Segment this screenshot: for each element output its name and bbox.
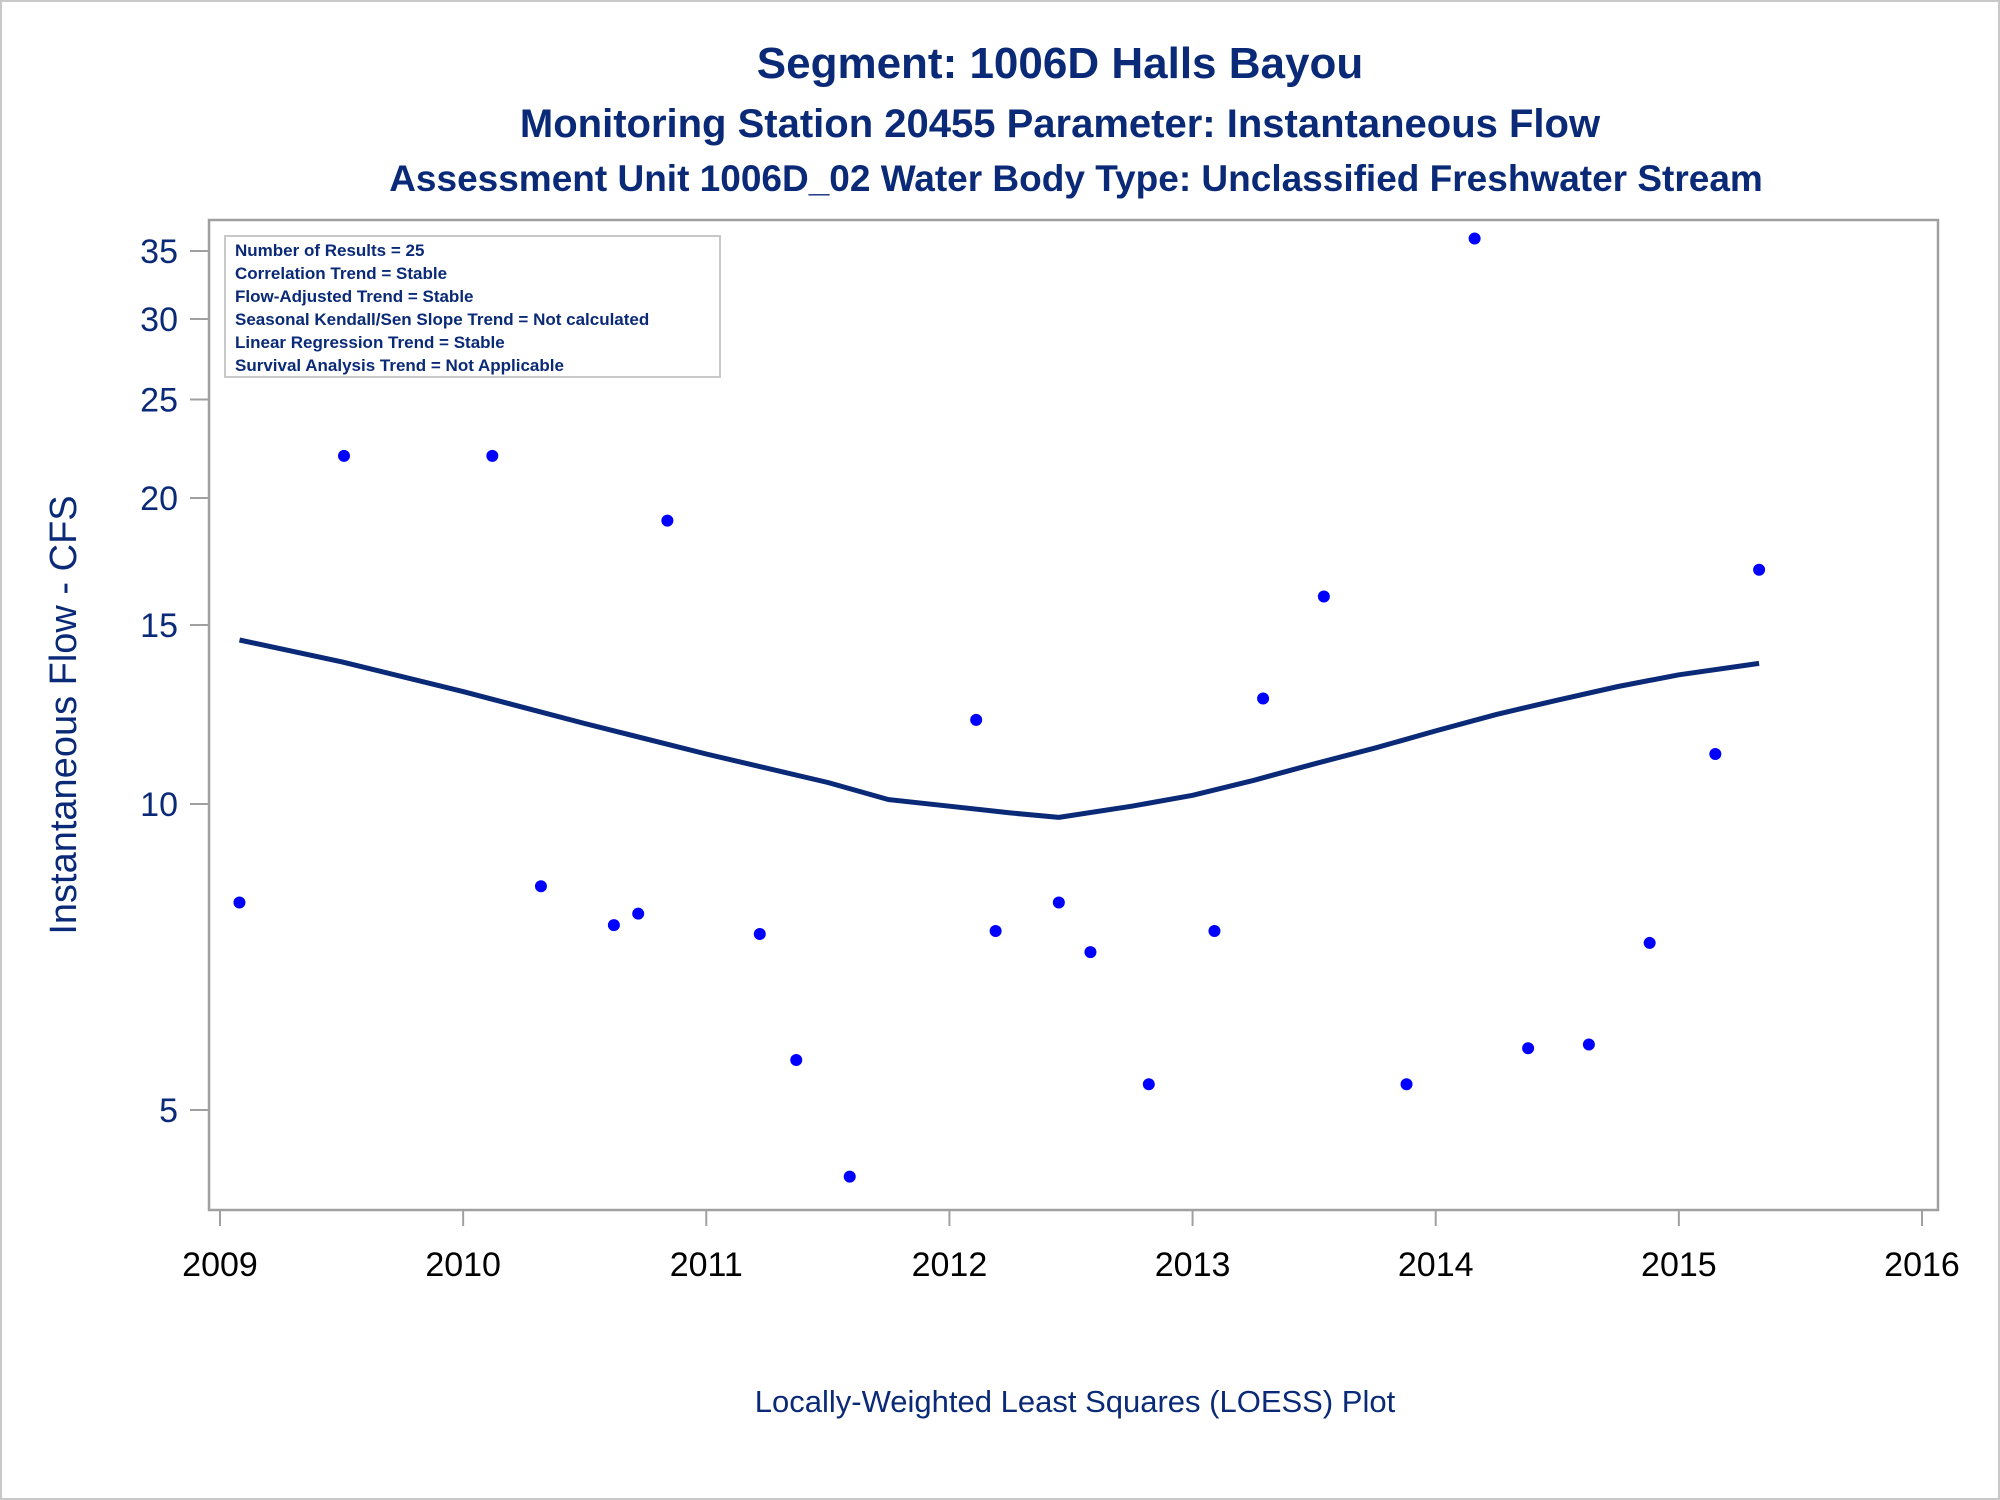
- stat-survival-analysis-trend: Survival Analysis Trend = Not Applicable: [235, 356, 564, 375]
- data-point: [1753, 563, 1766, 576]
- x-tick-label: 2009: [182, 1246, 258, 1284]
- data-point: [338, 449, 351, 462]
- data-point: [1582, 1038, 1595, 1051]
- y-tick-label: 15: [140, 607, 178, 645]
- y-tick-label: 25: [140, 381, 178, 419]
- data-point: [607, 919, 620, 932]
- data-point: [1709, 747, 1722, 760]
- data-point: [486, 449, 499, 462]
- data-point: [661, 514, 674, 527]
- y-axis-label: Instantaneous Flow - CFS: [43, 495, 85, 934]
- x-tick-label: 2013: [1155, 1246, 1231, 1284]
- y-tick-label: 20: [140, 480, 178, 518]
- points-layer: [233, 232, 1766, 1183]
- y-tick-label: 10: [140, 786, 178, 824]
- x-tick-label: 2016: [1884, 1246, 1960, 1284]
- data-point: [1400, 1078, 1413, 1091]
- x-axis: 2009 2010 2011 2012 2013 2014 2015 2016: [182, 1210, 1960, 1284]
- chart-title: Segment: 1006D Halls Bayou: [757, 39, 1363, 88]
- data-point: [632, 907, 645, 920]
- loess-line: [238, 637, 1760, 820]
- data-point: [753, 927, 766, 940]
- data-point: [534, 880, 547, 893]
- footnote: Locally-Weighted Least Squares (LOESS) P…: [755, 1384, 1396, 1419]
- y-axis: 5 10 15 20 25 30 35: [140, 233, 209, 1130]
- chart-subtitle: Monitoring Station 20455 Parameter: Inst…: [520, 102, 1601, 146]
- data-point: [790, 1053, 803, 1066]
- data-point: [1468, 232, 1481, 245]
- data-point: [1317, 590, 1330, 603]
- data-point: [1142, 1078, 1155, 1091]
- loess-layer: [238, 637, 1760, 820]
- data-point: [1257, 692, 1270, 705]
- y-tick-label: 30: [140, 301, 178, 339]
- y-tick-label: 35: [140, 233, 178, 271]
- stat-number-of-results: Number of Results = 25: [235, 241, 424, 260]
- data-point: [970, 713, 983, 726]
- chart-subtitle-2: Assessment Unit 1006D_02 Water Body Type…: [389, 158, 1763, 199]
- stats-box: Number of Results = 25 Correlation Trend…: [224, 235, 721, 378]
- data-point: [843, 1170, 856, 1183]
- stats-box-border: [224, 235, 721, 378]
- data-point: [1052, 896, 1065, 909]
- x-tick-label: 2011: [670, 1246, 743, 1284]
- stat-flow-adjusted-trend: Flow-Adjusted Trend = Stable: [235, 287, 474, 306]
- data-point: [233, 896, 246, 909]
- y-tick-label: 5: [159, 1092, 178, 1130]
- plot-area: [207, 218, 1940, 1212]
- x-tick-label: 2015: [1641, 1246, 1717, 1284]
- data-point: [1208, 925, 1221, 938]
- data-point: [1643, 936, 1656, 949]
- x-tick-label: 2010: [425, 1246, 501, 1284]
- stat-correlation-trend: Correlation Trend = Stable: [235, 264, 447, 283]
- data-point: [1522, 1042, 1535, 1055]
- stat-seasonal-kendall-trend: Seasonal Kendall/Sen Slope Trend = Not c…: [235, 310, 649, 329]
- x-tick-label: 2012: [912, 1246, 988, 1284]
- data-point: [1084, 946, 1097, 959]
- stat-linear-regression-trend: Linear Regression Trend = Stable: [235, 333, 505, 352]
- x-tick-label: 2014: [1398, 1246, 1474, 1284]
- data-point: [989, 925, 1002, 938]
